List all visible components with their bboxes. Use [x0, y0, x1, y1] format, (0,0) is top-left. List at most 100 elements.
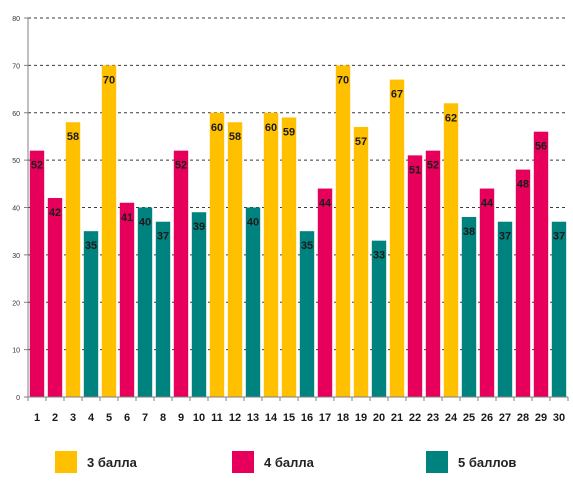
- bar-1: [29, 150, 45, 397]
- data-label-24: 62: [445, 112, 457, 124]
- data-label-21: 67: [391, 89, 403, 101]
- bar-2: [47, 198, 63, 397]
- x-tick-label-11: 11: [211, 412, 223, 424]
- bar-9: [173, 150, 189, 397]
- x-tick-label-15: 15: [283, 412, 295, 424]
- x-tick-label-30: 30: [553, 412, 565, 424]
- data-label-7: 40: [139, 217, 151, 229]
- bar-8: [155, 221, 171, 397]
- legend-swatch-5: [426, 451, 448, 473]
- x-tick-label-20: 20: [373, 412, 385, 424]
- data-label-6: 41: [121, 212, 133, 224]
- x-tick-label-12: 12: [229, 412, 241, 424]
- legend-item-5: 5 баллов: [426, 450, 516, 474]
- bar-7: [137, 207, 153, 397]
- y-tick-label: 70: [12, 63, 20, 70]
- bar-21: [389, 79, 405, 398]
- data-label-11: 60: [211, 122, 223, 134]
- x-tick-label-3: 3: [70, 412, 76, 424]
- x-tick-label-2: 2: [52, 412, 58, 424]
- data-label-26: 44: [481, 198, 494, 210]
- x-tick-label-27: 27: [499, 412, 511, 424]
- legend-item-4: 4 балла: [232, 450, 314, 474]
- bar-11: [209, 112, 225, 397]
- bar-28: [515, 169, 531, 397]
- x-tick-label-25: 25: [463, 412, 475, 424]
- x-tick-label-22: 22: [409, 412, 421, 424]
- x-tick-label-9: 9: [178, 412, 184, 424]
- x-tick-label-5: 5: [106, 412, 112, 424]
- data-label-1: 52: [31, 160, 43, 172]
- bar-15: [281, 117, 297, 398]
- bar-18: [335, 65, 351, 397]
- x-tick-label-24: 24: [445, 412, 458, 424]
- bar-4: [83, 231, 99, 397]
- data-label-8: 37: [157, 231, 169, 243]
- data-label-14: 60: [265, 122, 277, 134]
- legend-label-4: 4 балла: [264, 454, 314, 470]
- x-tick-label-26: 26: [481, 412, 493, 424]
- bar-26: [479, 188, 495, 397]
- data-label-4: 35: [85, 240, 97, 252]
- x-tick-label-1: 1: [34, 412, 40, 424]
- data-label-19: 57: [355, 136, 367, 148]
- y-tick-label: 10: [12, 348, 20, 355]
- data-label-28: 48: [517, 179, 529, 191]
- bar-25: [461, 216, 477, 397]
- x-tick-label-21: 21: [391, 412, 403, 424]
- bar-23: [425, 150, 441, 397]
- legend-item-3: 3 балла: [55, 450, 137, 474]
- y-tick-label: 50: [12, 158, 20, 165]
- data-label-9: 52: [175, 160, 187, 172]
- legend-swatch-3: [55, 451, 77, 473]
- x-tick-label-10: 10: [193, 412, 205, 424]
- data-label-22: 51: [409, 164, 421, 176]
- data-label-2: 42: [49, 207, 61, 219]
- data-label-10: 39: [193, 221, 205, 233]
- data-label-18: 70: [337, 74, 349, 86]
- x-tick-label-23: 23: [427, 412, 439, 424]
- legend-swatch-4: [232, 451, 254, 473]
- data-labels: 52 42 58 35 70 41 40 37 52 39 60 58 40 60 59 35 44 70 57 33…: [31, 74, 565, 261]
- bar-17: [317, 188, 333, 397]
- gridlines: [28, 17, 568, 351]
- y-tick-label: 20: [12, 300, 20, 307]
- x-tick-label-17: 17: [319, 412, 331, 424]
- bar-3: [65, 122, 81, 397]
- data-label-23: 52: [427, 160, 439, 172]
- bar-27: [497, 221, 513, 397]
- legend-label-5: 5 баллов: [458, 454, 517, 470]
- x-tick-label-13: 13: [247, 412, 259, 424]
- x-tick-label-6: 6: [124, 412, 130, 424]
- bar-19: [353, 126, 369, 398]
- bars: [29, 65, 567, 398]
- x-tick-label-29: 29: [535, 412, 547, 424]
- data-label-15: 59: [283, 126, 295, 138]
- y-tick-label: 80: [12, 16, 20, 23]
- data-label-5: 70: [103, 74, 115, 86]
- data-label-3: 58: [67, 131, 79, 143]
- data-label-13: 40: [247, 217, 259, 229]
- legend-label-3: 3 балла: [87, 454, 137, 470]
- data-label-25: 38: [463, 226, 475, 238]
- bar-24: [443, 103, 459, 398]
- x-axis-ticks: 1 2 3 4 5 6 7 8 9 10 11 12 13 14 15 16 17 18 19 20 21 22 23 24 2…: [27, 397, 569, 424]
- bar-5: [101, 65, 117, 397]
- bar-10: [191, 212, 207, 397]
- bar-14: [263, 112, 279, 397]
- bar-22: [407, 155, 423, 397]
- x-tick-label-8: 8: [160, 412, 166, 424]
- x-tick-label-4: 4: [88, 412, 95, 424]
- data-label-20: 33: [373, 250, 385, 262]
- bar-16: [299, 231, 315, 397]
- data-label-30: 37: [553, 231, 565, 243]
- x-tick-label-18: 18: [337, 412, 349, 424]
- x-tick-label-14: 14: [265, 412, 278, 424]
- y-axis-ticks: 0 10 20 30 40 50 60 70 80: [12, 16, 28, 402]
- x-tick-label-28: 28: [517, 412, 529, 424]
- data-label-12: 58: [229, 131, 241, 143]
- x-tick-label-19: 19: [355, 412, 367, 424]
- bar-12: [227, 122, 243, 397]
- bar-20: [371, 240, 387, 397]
